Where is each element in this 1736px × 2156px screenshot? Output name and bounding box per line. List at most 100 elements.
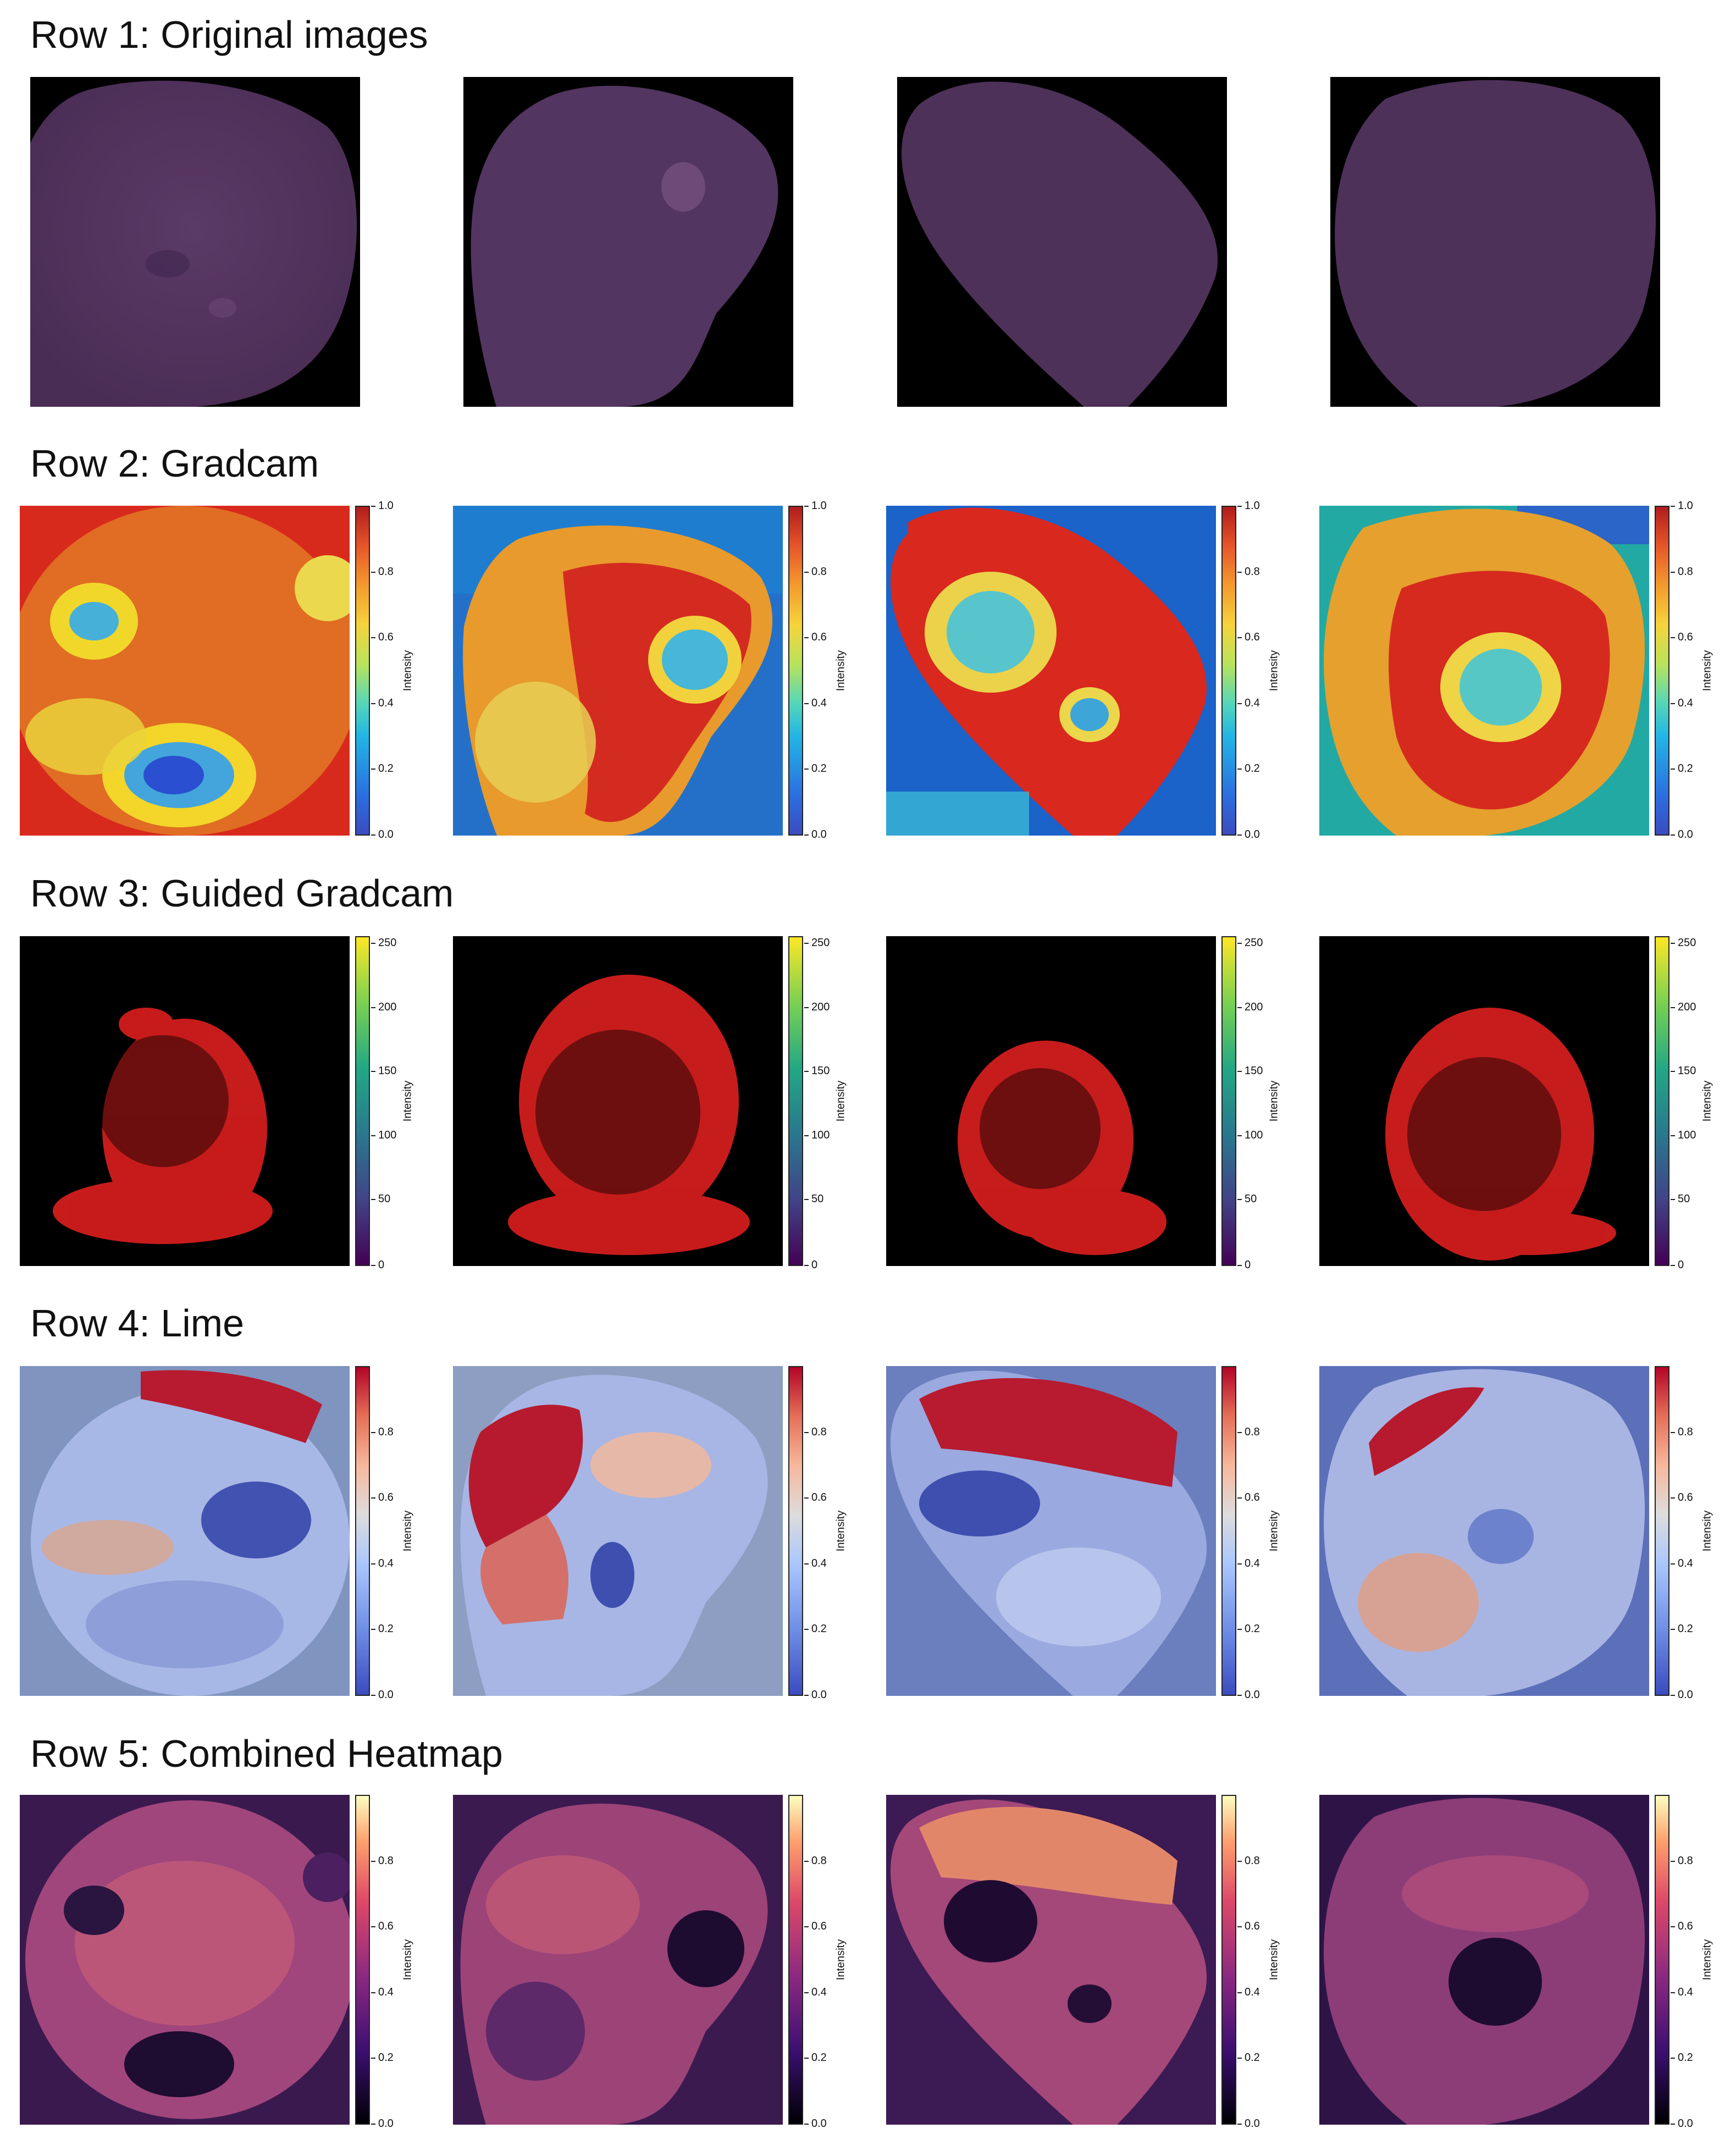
colorbar-tick bbox=[1237, 1861, 1242, 1862]
colorbar-tick-label: 0.4 bbox=[1245, 1986, 1260, 1998]
colorbar-axis-label: Intensity bbox=[1268, 650, 1280, 692]
colorbar-tick bbox=[1237, 1199, 1242, 1200]
colorbar-tick-label: 0.8 bbox=[1245, 566, 1260, 578]
colorbar-tick-label: 0.8 bbox=[1245, 1426, 1260, 1438]
colorbar-tick bbox=[1671, 1926, 1675, 1927]
colorbar-gradient bbox=[1221, 1366, 1236, 1696]
colorbar-tick bbox=[371, 1629, 375, 1630]
colorbar-tick-label: 0 bbox=[378, 1259, 385, 1271]
colorbar-tick-label: 0.2 bbox=[811, 2052, 827, 2064]
colorbar-tick-label: 0.2 bbox=[811, 762, 827, 775]
colorbar-tick bbox=[804, 1071, 809, 1072]
guided-colorbar-2: 250 200 150 100 50 0 Intensity bbox=[786, 936, 852, 1270]
colorbar-tick-label: 0.8 bbox=[378, 1855, 394, 1867]
colorbar-tick bbox=[804, 1007, 809, 1008]
lime-map-1 bbox=[20, 1366, 350, 1696]
colorbar-tick bbox=[1671, 1007, 1675, 1008]
colorbar-tick bbox=[1237, 506, 1242, 507]
gradcam-colorbar-3: 1.0 0.8 0.6 0.4 0.2 0.0 Intensity bbox=[1219, 500, 1285, 840]
colorbar-gradient bbox=[355, 1366, 370, 1696]
colorbar-tick bbox=[1237, 769, 1242, 770]
gradcam-colorbar-2: 1.0 0.8 0.6 0.4 0.2 0.0 Intensity bbox=[786, 500, 852, 840]
gradcam-colorbar-4: 1.0 0.8 0.6 0.4 0.2 0.0 Intensity bbox=[1652, 500, 1718, 840]
colorbar-tick bbox=[1237, 1992, 1242, 1993]
colorbar-tick-label: 100 bbox=[1245, 1129, 1263, 1141]
colorbar-tick bbox=[371, 1861, 375, 1862]
colorbar-tick bbox=[1237, 1695, 1242, 1696]
colorbar-tick-label: 50 bbox=[1678, 1193, 1690, 1205]
colorbar-tick-label: 250 bbox=[1678, 937, 1696, 949]
colorbar-tick-label: 0.2 bbox=[1245, 762, 1260, 775]
colorbar-gradient bbox=[355, 506, 370, 836]
combined-colorbar-2: 0.8 0.6 0.4 0.2 0.0 Intensity bbox=[786, 1795, 852, 2129]
colorbar-tick bbox=[804, 1629, 809, 1630]
colorbar-tick-label: 0.2 bbox=[811, 1623, 827, 1635]
colorbar-tick-label: 0.2 bbox=[1245, 1623, 1260, 1635]
colorbar-tick-label: 0.2 bbox=[378, 2052, 394, 2064]
original-image-2 bbox=[463, 77, 793, 407]
colorbar-axis-label: Intensity bbox=[834, 1080, 847, 1122]
colorbar-tick-label: 0.6 bbox=[1678, 1491, 1693, 1503]
colorbar-tick bbox=[1671, 2058, 1675, 2059]
colorbar-tick-label: 0.2 bbox=[1245, 2052, 1260, 2064]
guided-gradcam-3 bbox=[886, 936, 1216, 1266]
colorbar-tick bbox=[804, 703, 809, 704]
colorbar-tick-label: 0.8 bbox=[1678, 1426, 1693, 1438]
colorbar-tick-label: 100 bbox=[378, 1129, 397, 1141]
colorbar-tick-label: 0.4 bbox=[1678, 697, 1693, 709]
colorbar-tick-label: 0.0 bbox=[378, 2118, 394, 2130]
colorbar-tick-label: 0.8 bbox=[811, 1855, 827, 1867]
colorbar-tick-label: 0.6 bbox=[1245, 631, 1260, 643]
colorbar-tick-label: 0.0 bbox=[811, 2118, 827, 2130]
colorbar-tick-label: 0.0 bbox=[811, 828, 827, 841]
colorbar-tick-label: 0.4 bbox=[1678, 1986, 1693, 1998]
colorbar-tick bbox=[804, 506, 809, 507]
colorbar-tick bbox=[1671, 506, 1675, 507]
colorbar-tick bbox=[804, 1861, 809, 1862]
combined-heatmap-2 bbox=[453, 1795, 783, 2125]
colorbar-tick bbox=[1671, 1432, 1675, 1433]
colorbar-axis-label: Intensity bbox=[834, 1939, 847, 1981]
guided-colorbar-3: 250 200 150 100 50 0 Intensity bbox=[1219, 936, 1285, 1270]
lime-colorbar-4: 0.8 0.6 0.4 0.2 0.0 Intensity bbox=[1652, 1366, 1718, 1700]
colorbar-gradient bbox=[355, 1795, 370, 2125]
colorbar-tick-label: 0.0 bbox=[1245, 1689, 1260, 1701]
colorbar-tick-label: 0.2 bbox=[1678, 2052, 1693, 2064]
colorbar-tick bbox=[371, 703, 375, 704]
colorbar-tick-label: 0.0 bbox=[811, 1689, 827, 1701]
colorbar-tick bbox=[804, 1497, 809, 1499]
colorbar-tick-label: 150 bbox=[811, 1065, 830, 1077]
colorbar-axis-label: Intensity bbox=[401, 1939, 414, 1981]
colorbar-axis-label: Intensity bbox=[834, 650, 847, 692]
colorbar-tick bbox=[1671, 1563, 1675, 1565]
colorbar-tick-label: 0.8 bbox=[1245, 1855, 1260, 1867]
colorbar-tick bbox=[1671, 1199, 1675, 1200]
colorbar-tick bbox=[1671, 703, 1675, 704]
colorbar-tick bbox=[371, 1199, 375, 1200]
colorbar-tick-label: 0.2 bbox=[1678, 1623, 1693, 1635]
colorbar-gradient bbox=[355, 936, 370, 1266]
colorbar-tick bbox=[1237, 1629, 1242, 1630]
gradcam-heatmap-4 bbox=[1319, 506, 1649, 836]
colorbar-tick-label: 150 bbox=[1245, 1065, 1263, 1077]
colorbar-gradient bbox=[1655, 506, 1669, 836]
combined-heatmap-3 bbox=[886, 1795, 1216, 2125]
colorbar-tick bbox=[1237, 943, 1242, 944]
colorbar-axis-label: Intensity bbox=[1701, 650, 1713, 692]
gradcam-heatmap-2 bbox=[453, 506, 783, 836]
colorbar-tick-label: 0.4 bbox=[1245, 1557, 1260, 1569]
colorbar-tick bbox=[1237, 1071, 1242, 1072]
colorbar-tick bbox=[804, 769, 809, 770]
colorbar-tick bbox=[371, 2124, 375, 2125]
colorbar-tick bbox=[371, 572, 375, 573]
colorbar-tick bbox=[1237, 572, 1242, 573]
colorbar-tick-label: 50 bbox=[811, 1193, 824, 1205]
original-image-3 bbox=[897, 77, 1227, 407]
combined-colorbar-3: 0.8 0.6 0.4 0.2 0.0 Intensity bbox=[1219, 1795, 1285, 2129]
colorbar-tick-label: 0.0 bbox=[1678, 1689, 1693, 1701]
colorbar-axis-label: Intensity bbox=[401, 1080, 414, 1122]
colorbar-tick-label: 0.6 bbox=[1678, 631, 1693, 643]
colorbar-tick bbox=[371, 834, 375, 836]
colorbar-tick bbox=[804, 2058, 809, 2059]
colorbar-gradient bbox=[1221, 1795, 1236, 2125]
